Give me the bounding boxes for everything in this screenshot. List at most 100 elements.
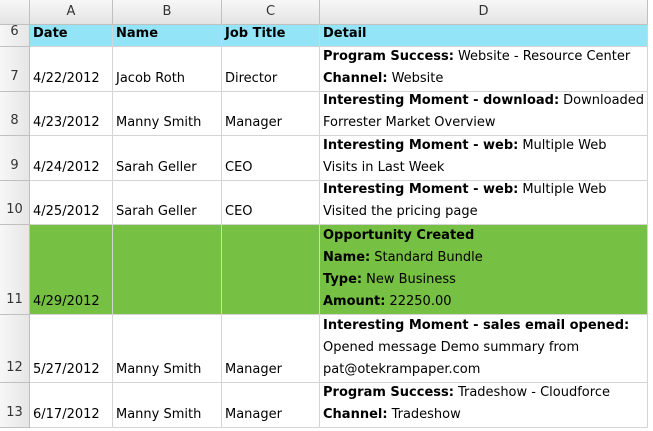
cell-line: 7 xyxy=(10,66,18,88)
text: Sarah Geller xyxy=(116,160,197,175)
column-header[interactable]: A xyxy=(30,0,113,25)
cell-line: Interesting Moment - web: Multiple Web xyxy=(323,136,644,157)
row-number[interactable]: 6 xyxy=(0,25,30,47)
text: Website xyxy=(391,71,444,86)
title-cell[interactable]: Manager xyxy=(222,383,320,428)
bold-text: Name xyxy=(116,26,159,41)
name-cell[interactable] xyxy=(113,225,222,315)
bold-text: Program Success: xyxy=(323,49,454,64)
date-cell[interactable]: 6/17/2012 xyxy=(30,383,113,428)
header-cell[interactable]: Date xyxy=(30,25,113,47)
cell-line: Interesting Moment - web: Multiple Web xyxy=(323,181,644,201)
text: Tradeshow - Cloudforce xyxy=(457,385,610,400)
text: B xyxy=(162,3,172,19)
bold-text: Job Title xyxy=(225,26,286,41)
column-header[interactable]: C xyxy=(222,0,320,25)
cell-line: pat@otekrampaper.com xyxy=(323,359,644,381)
title-cell[interactable]: Director xyxy=(222,47,320,92)
cell-line: Opened message Demo summary from xyxy=(323,337,644,359)
bold-text: Interesting Moment - web: xyxy=(323,138,519,153)
cell-line: CEO xyxy=(225,157,316,179)
cell-line: Date xyxy=(33,25,109,45)
detail-cell[interactable]: Interesting Moment - download: Downloaded… xyxy=(320,92,648,136)
text: Visited the pricing page xyxy=(323,204,478,219)
detail-cell[interactable]: Interesting Moment - web: Multiple Web Vis… xyxy=(320,136,648,181)
bold-text: Interesting Moment - sales email opened: xyxy=(323,318,630,333)
bold-text: Program Success: xyxy=(323,385,454,400)
text: 7 xyxy=(10,69,19,84)
title-cell[interactable]: Manager xyxy=(222,315,320,383)
text: Jacob Roth xyxy=(116,71,186,86)
text: Manager xyxy=(225,407,282,422)
cell-line: 6/17/2012 xyxy=(33,404,109,426)
row-number[interactable]: 7 xyxy=(0,47,30,92)
text: A xyxy=(66,3,76,19)
row-number[interactable]: 13 xyxy=(0,383,30,428)
row-number[interactable]: 10 xyxy=(0,181,30,225)
bold-text: Name: xyxy=(323,250,371,265)
cell-line: 4/22/2012 xyxy=(33,68,109,90)
cell-line: Visits in Last Week xyxy=(323,157,644,179)
cell-line: 9 xyxy=(10,155,18,177)
cell-line: 6 xyxy=(10,25,18,43)
text: Standard Bundle xyxy=(374,250,483,265)
cell-line: 4/24/2012 xyxy=(33,157,109,179)
detail-cell[interactable]: Interesting Moment - web: Multiple Web Vis… xyxy=(320,181,648,225)
column-header[interactable]: D xyxy=(320,0,648,25)
cell-line: Program Success: Tradeshow - Cloudforce xyxy=(323,383,644,404)
title-cell[interactable]: Manager xyxy=(222,92,320,136)
cell-line: Name: Standard Bundle xyxy=(323,247,644,269)
cell-line: Sarah Geller xyxy=(116,157,218,179)
name-cell[interactable]: Jacob Roth xyxy=(113,47,222,92)
cell-line: Manager xyxy=(225,404,316,426)
cell-line: Forrester Market Overview xyxy=(323,112,644,134)
name-cell[interactable]: Manny Smith xyxy=(113,383,222,428)
text: 6 xyxy=(10,25,19,39)
name-cell[interactable]: Manny Smith xyxy=(113,315,222,383)
title-cell[interactable] xyxy=(222,225,320,315)
cell-line: 4/23/2012 xyxy=(33,112,109,134)
row-number[interactable]: 8 xyxy=(0,92,30,136)
bold-text: Interesting Moment - web: xyxy=(323,182,519,197)
detail-cell[interactable]: Opportunity Created Name: Standard Bundle T… xyxy=(320,225,648,315)
header-cell[interactable]: Name xyxy=(113,25,222,47)
text: Visits in Last Week xyxy=(323,160,445,175)
date-cell[interactable]: 4/23/2012 xyxy=(30,92,113,136)
name-cell[interactable]: Manny Smith xyxy=(113,92,222,136)
detail-cell[interactable]: Interesting Moment - sales email opened:… xyxy=(320,315,648,383)
text: Manny Smith xyxy=(116,115,202,130)
name-cell[interactable]: Sarah Geller xyxy=(113,181,222,225)
name-cell[interactable]: Sarah Geller xyxy=(113,136,222,181)
text: Opened message Demo summary from xyxy=(323,340,580,355)
detail-cell[interactable]: Program Success: Tradeshow - Cloudforce Ch… xyxy=(320,383,648,428)
date-cell[interactable]: 4/29/2012 xyxy=(30,225,113,315)
text: Multiple Web xyxy=(522,138,607,153)
date-cell[interactable]: 4/25/2012 xyxy=(30,181,113,225)
text: 4/29/2012 xyxy=(33,294,100,309)
row-number[interactable]: 12 xyxy=(0,315,30,383)
cell-line: 5/27/2012 xyxy=(33,359,109,381)
date-cell[interactable]: 4/24/2012 xyxy=(30,136,113,181)
text: 5/27/2012 xyxy=(33,362,100,377)
text: Manny Smith xyxy=(116,407,202,422)
detail-cell[interactable]: Program Success: Website - Resource Cente… xyxy=(320,47,648,92)
date-cell[interactable]: 4/22/2012 xyxy=(30,47,113,92)
corner[interactable] xyxy=(0,0,30,25)
title-cell[interactable]: CEO xyxy=(222,136,320,181)
row-number[interactable]: 11 xyxy=(0,225,30,315)
row-number[interactable]: 9 xyxy=(0,136,30,181)
date-cell[interactable]: 5/27/2012 xyxy=(30,315,113,383)
cell-line: CEO xyxy=(225,201,316,223)
header-cell[interactable]: Detail xyxy=(320,25,648,47)
column-header[interactable]: B xyxy=(113,0,222,25)
cell-line: Detail xyxy=(323,25,644,45)
title-cell[interactable]: CEO xyxy=(222,181,320,225)
text: Website - Resource Center xyxy=(457,49,631,64)
bold-text: Opportunity Created xyxy=(323,228,475,243)
text: 13 xyxy=(6,405,23,420)
header-cell[interactable]: Job Title xyxy=(222,25,320,47)
text: pat@otekrampaper.com xyxy=(323,362,481,377)
text: 22250.00 xyxy=(389,294,452,309)
cell-line: Manager xyxy=(225,359,316,381)
